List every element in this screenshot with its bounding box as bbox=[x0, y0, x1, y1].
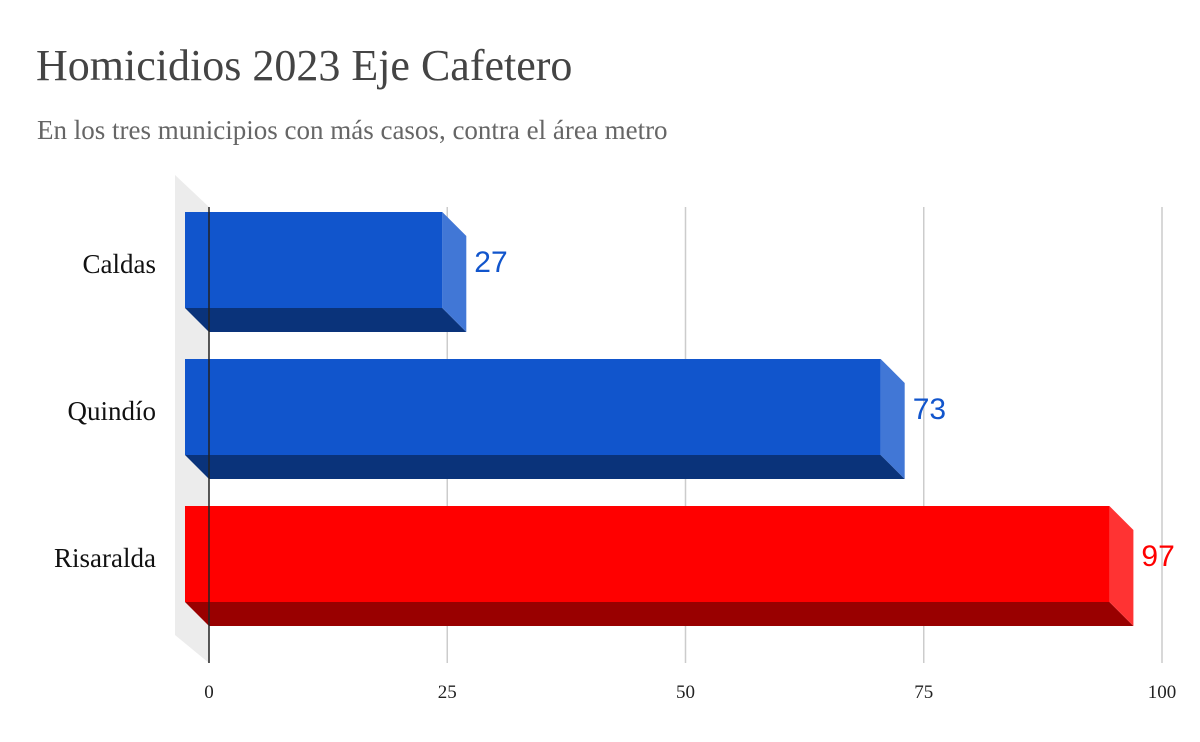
data-label: 73 bbox=[913, 393, 946, 426]
x-tick-label: 25 bbox=[438, 682, 457, 703]
x-tick-label: 100 bbox=[1148, 682, 1177, 703]
data-label: 97 bbox=[1141, 540, 1174, 573]
bar bbox=[185, 359, 881, 455]
category-label: Risaralda bbox=[54, 543, 156, 573]
bar-bottom-face bbox=[185, 308, 467, 332]
category-label: Quindío bbox=[67, 396, 156, 426]
bar bbox=[185, 212, 443, 308]
x-tick-label: 0 bbox=[204, 682, 214, 703]
bar-side-face bbox=[880, 359, 905, 479]
chart-subtitle: En los tres municipios con más casos, co… bbox=[37, 115, 668, 145]
x-tick-label: 50 bbox=[676, 682, 695, 703]
bar-bottom-face bbox=[185, 602, 1134, 626]
x-tick-label: 75 bbox=[914, 682, 933, 703]
data-label: 27 bbox=[474, 246, 507, 279]
bar bbox=[185, 506, 1110, 602]
chart-title: Homicidios 2023 Eje Cafetero bbox=[36, 41, 573, 90]
category-label: Caldas bbox=[83, 249, 157, 279]
bar-side-face bbox=[1109, 506, 1134, 626]
bar-bottom-face bbox=[185, 455, 905, 479]
bar-side-face bbox=[442, 212, 467, 332]
